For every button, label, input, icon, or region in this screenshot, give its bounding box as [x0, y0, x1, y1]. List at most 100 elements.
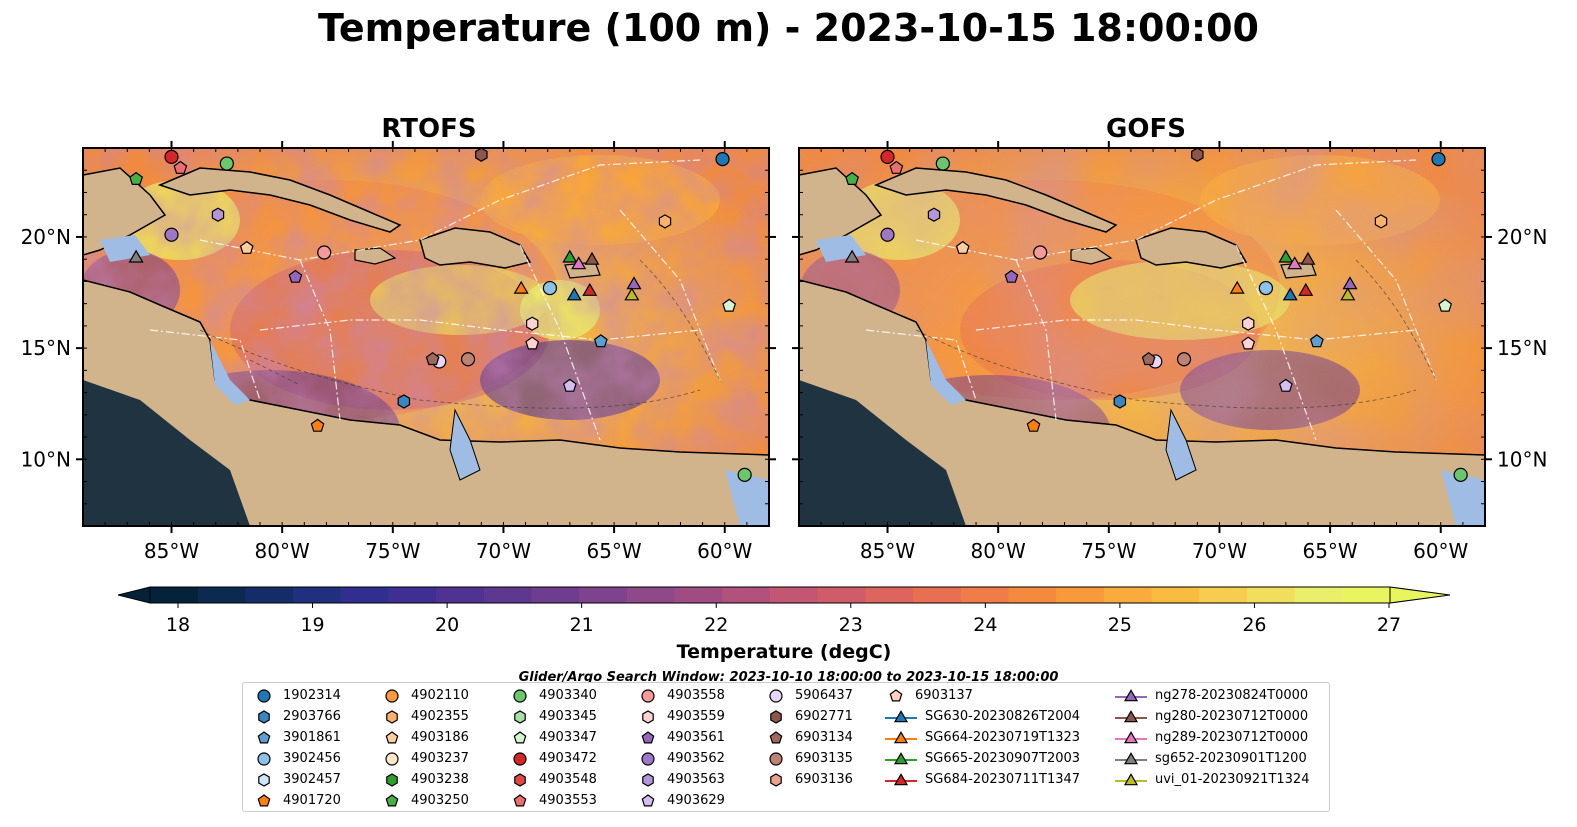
rtofs-panel-title: RTOFS — [381, 114, 477, 144]
legend-marker — [513, 793, 527, 806]
float-marker-hexagon — [1113, 394, 1127, 409]
legend-entry: SG630-20230826T2004 — [885, 706, 1080, 727]
legend-swatch-triangle — [1115, 709, 1147, 722]
float-marker-hexagon — [475, 147, 488, 162]
legend-label: 6903137 — [915, 688, 973, 703]
colorbar: 18 19 20 21 22 23 24 25 26 27 — [117, 586, 1451, 636]
legend-column: 6903137 SG630-20230826T2004 SG664-20230719… — [885, 685, 1080, 811]
colorbar-swatch — [483, 587, 533, 603]
colorbar-swatch — [245, 587, 294, 603]
legend-entry: 6903137 — [885, 685, 1080, 706]
legend-entry: 4903562 — [637, 748, 725, 769]
isobath-lines — [915, 259, 1437, 409]
float-marker-hexagon — [1191, 147, 1204, 162]
float-marker-circle — [164, 149, 179, 164]
legend-entry: sg652-20230901T1200 — [1115, 748, 1309, 769]
legend-swatch-circle — [257, 688, 271, 703]
colorbar-swatch — [626, 587, 676, 603]
legend-swatch-circle — [769, 751, 783, 766]
legend-swatch-pentagon — [513, 730, 527, 743]
legend-entry: 4902355 — [381, 706, 469, 727]
float-marker-circle — [1176, 352, 1192, 367]
legend-label: 3902457 — [283, 772, 341, 787]
colorbar-tick-label: 23 — [839, 614, 863, 636]
float-marker-triangle — [571, 256, 587, 270]
lon-tick-label: 65°W — [1302, 539, 1357, 563]
colorbar-swatch — [579, 587, 628, 603]
float-marker-circle — [460, 352, 476, 367]
colorbar-tick-label: 27 — [1377, 614, 1401, 636]
lat-tick-label: 15°N — [1497, 336, 1547, 360]
float-marker-circle — [542, 280, 558, 296]
legend-swatch-hexagon — [258, 772, 270, 787]
legend-swatch-pentagon — [257, 730, 271, 743]
lat-tick-label: 20°N — [21, 225, 71, 249]
legend-label: 4903250 — [411, 793, 469, 808]
float-marker-pentagon — [1004, 269, 1019, 283]
float-marker-pentagon — [593, 334, 608, 348]
float-marker-circle — [1033, 245, 1048, 260]
legend-entry: 4903558 — [637, 685, 725, 706]
legend-swatch-pentagon — [385, 793, 399, 806]
legend-entry: 4903553 — [509, 790, 597, 811]
float-marker-pentagon — [1026, 418, 1041, 432]
legend-entry: 4903237 — [381, 748, 469, 769]
legend-swatch-triangle — [885, 751, 917, 764]
legend-label: ng280-20230712T0000 — [1155, 709, 1309, 724]
legend-marker — [514, 772, 526, 787]
legend-label: 4903548 — [539, 772, 597, 787]
legend-marker — [385, 793, 399, 806]
lon-tick-label: 80°W — [971, 539, 1026, 563]
legend-label: 4903629 — [667, 793, 725, 808]
colorbar-label: Temperature (degC) — [677, 641, 892, 663]
legend-swatch-pentagon — [641, 730, 655, 743]
legend-swatch-triangle — [885, 709, 917, 722]
legend-marker — [769, 751, 783, 766]
colorbar-swatch — [293, 587, 342, 603]
float-marker-triangle — [1278, 249, 1294, 263]
legend-marker — [258, 709, 270, 724]
legend-swatch-hexagon — [514, 709, 526, 724]
legend-label: 5906437 — [795, 688, 853, 703]
legend-label: 1902314 — [283, 688, 341, 703]
legend-label: 3901861 — [283, 730, 341, 745]
float-marker-hexagon — [1374, 214, 1388, 229]
legend-label: SG665-20230907T2003 — [925, 751, 1081, 766]
legend-label: 4903238 — [411, 772, 469, 787]
isobath-lines — [199, 259, 721, 409]
colorbar-tick-label: 18 — [166, 614, 190, 636]
colorbar-tick-label: 20 — [435, 614, 459, 636]
rtofs-frame — [82, 147, 770, 527]
lat-tick-label: 10°N — [1497, 447, 1547, 471]
float-marker-pentagon — [129, 171, 144, 185]
colorbar-tick-label: 19 — [300, 614, 324, 636]
colorbar-swatch — [197, 587, 246, 603]
legend-swatch-hexagon — [642, 772, 654, 787]
legend-entry: 4901720 — [253, 790, 341, 811]
land — [799, 167, 1485, 526]
float-marker-triangle — [513, 280, 529, 294]
legend-entry: 4903559 — [637, 706, 725, 727]
legend-entry: 3902456 — [253, 748, 341, 769]
colorbar-min-extension — [117, 586, 151, 604]
float-marker-circle — [317, 245, 332, 260]
float-marker-triangle — [128, 249, 144, 263]
float-marker-pentagon — [310, 418, 325, 432]
legend-marker — [385, 751, 399, 766]
legend-swatch-pentagon — [889, 688, 903, 701]
legend-marker — [513, 751, 527, 766]
legend-entry: 2903766 — [253, 706, 341, 727]
lat-tick-label: 10°N — [21, 447, 71, 471]
float-marker-triangle — [582, 282, 598, 296]
float-marker-pentagon — [1141, 351, 1156, 366]
float-marker-pentagon — [955, 240, 970, 254]
float-marker-triangle — [1300, 251, 1316, 265]
legend-marker — [1123, 772, 1139, 785]
legend-label: 4903237 — [411, 751, 469, 766]
legend-label: uvi_01-20230921T1324 — [1155, 772, 1310, 787]
legend-marker — [893, 772, 909, 785]
legend-label: 4903563 — [667, 772, 725, 787]
legend-entry: 4903238 — [381, 769, 469, 790]
legend-marker — [386, 772, 398, 787]
